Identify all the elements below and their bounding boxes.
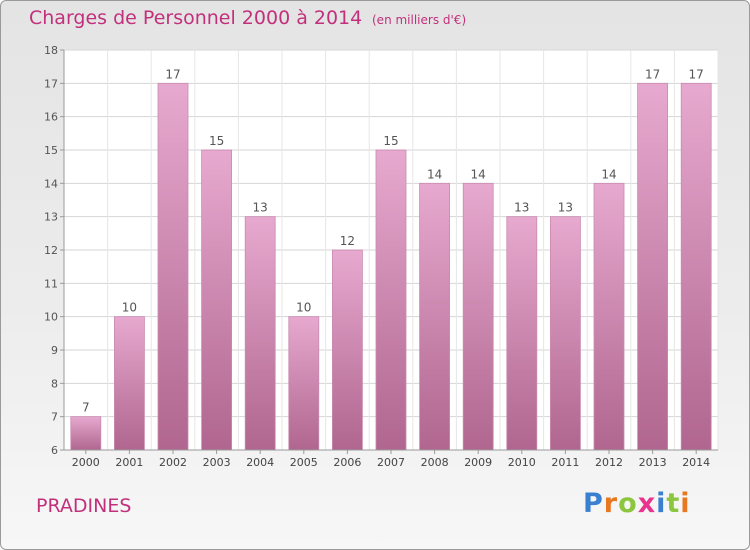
logo-letter: P xyxy=(583,488,604,519)
y-tick-label: 7 xyxy=(51,411,58,424)
x-tick-label: 2000 xyxy=(72,456,100,469)
proxiti-logo: Proxiti xyxy=(583,488,691,519)
y-tick-label: 13 xyxy=(44,211,58,224)
y-tick-label: 11 xyxy=(44,277,58,290)
x-tick-label: 2005 xyxy=(290,456,318,469)
y-tick-label: 14 xyxy=(44,177,58,190)
x-tick-label: 2009 xyxy=(464,456,492,469)
bar-value-label: 13 xyxy=(558,201,573,215)
bar-value-label: 10 xyxy=(296,301,311,315)
x-tick-label: 2008 xyxy=(421,456,449,469)
x-tick-label: 2010 xyxy=(508,456,536,469)
bar-value-label: 13 xyxy=(253,201,268,215)
chart-title: Charges de Personnel 2000 à 2014 xyxy=(29,7,363,29)
bar xyxy=(201,149,233,451)
x-tick-label: 2001 xyxy=(115,456,143,469)
bar xyxy=(550,216,581,451)
y-tick-label: 10 xyxy=(44,311,58,324)
y-tick-label: 8 xyxy=(51,377,58,390)
bar-value-label: 14 xyxy=(427,167,442,181)
logo-letter: x xyxy=(637,488,657,519)
logo-letter: r xyxy=(603,488,619,519)
y-tick-label: 16 xyxy=(44,111,58,124)
bar xyxy=(593,182,625,451)
x-tick-label: 2007 xyxy=(377,456,405,469)
y-tick-label: 6 xyxy=(51,444,58,457)
x-tick-label: 2014 xyxy=(682,456,710,469)
y-tick-label: 18 xyxy=(44,44,58,57)
bar xyxy=(157,82,189,451)
city-name: PRADINES xyxy=(36,495,132,517)
bar-value-label: 12 xyxy=(340,234,355,248)
y-tick-label: 15 xyxy=(44,144,58,157)
bar-value-label: 7 xyxy=(82,401,90,415)
bar xyxy=(70,416,102,451)
logo-letter: o xyxy=(618,488,638,519)
x-tick-label: 2003 xyxy=(203,456,231,469)
x-tick-label: 2011 xyxy=(551,456,579,469)
bar xyxy=(419,182,451,451)
bar-value-label: 10 xyxy=(122,301,137,315)
bar-value-label: 17 xyxy=(689,67,704,81)
bar-value-label: 17 xyxy=(645,67,660,81)
bar xyxy=(114,316,145,451)
logo-letter: i xyxy=(656,488,667,519)
y-tick-label: 17 xyxy=(44,77,58,90)
bar xyxy=(331,249,363,451)
bar-value-label: 14 xyxy=(601,167,616,181)
logo-letter: i xyxy=(680,488,691,519)
y-tick-label: 12 xyxy=(44,244,58,257)
x-tick-label: 2004 xyxy=(246,456,274,469)
bar xyxy=(244,216,276,451)
bar-value-label: 13 xyxy=(514,201,529,215)
x-tick-label: 2006 xyxy=(333,456,361,469)
bar xyxy=(288,316,320,451)
x-tick-label: 2013 xyxy=(639,456,667,469)
bar xyxy=(680,82,712,451)
y-tick-label: 9 xyxy=(51,344,58,357)
bar xyxy=(375,149,407,451)
bar xyxy=(637,82,668,451)
chart-subtitle: (en milliers d'€) xyxy=(372,13,467,27)
bar xyxy=(506,216,538,451)
bar xyxy=(462,182,494,451)
bar-value-label: 14 xyxy=(471,167,486,181)
bar-value-label: 15 xyxy=(383,134,398,148)
x-tick-label: 2002 xyxy=(159,456,187,469)
bar-value-label: 15 xyxy=(209,134,224,148)
x-tick-label: 2012 xyxy=(595,456,623,469)
bar-value-label: 17 xyxy=(165,67,180,81)
logo-letter: t xyxy=(666,488,681,519)
